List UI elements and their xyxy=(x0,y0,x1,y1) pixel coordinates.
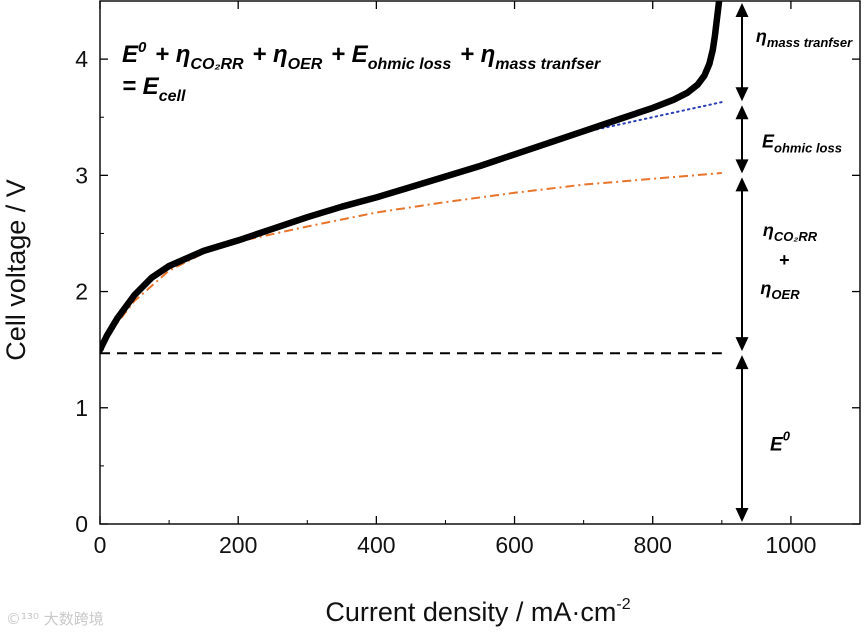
x-tick-label: 800 xyxy=(634,532,672,558)
equation-subscript: OER xyxy=(288,56,323,73)
arrow-head xyxy=(735,177,749,192)
arrow-head xyxy=(735,3,749,17)
arrow-head xyxy=(735,87,749,102)
equation-subscript: mass tranfser xyxy=(495,56,601,73)
equation-term: + η xyxy=(246,41,288,68)
x-tick-label: 200 xyxy=(219,532,257,558)
annotation-plus: + xyxy=(779,250,790,270)
y-tick-label: 1 xyxy=(75,395,88,421)
x-axis-title-superscript: -2 xyxy=(616,596,630,613)
equation-subscript: CO₂RR xyxy=(190,56,244,73)
arrow-head xyxy=(735,355,749,370)
arrow-head xyxy=(735,105,749,120)
y-tick-label: 3 xyxy=(75,162,88,188)
plot-frame xyxy=(99,0,861,525)
annotation-label: ηOER xyxy=(760,278,800,302)
annotation-arrows: ηmass tranfser Eohmic loss ηCO₂RR + ηOER E0 xyxy=(735,3,853,522)
watermark: ©¹³⁰ 大数跨境 xyxy=(6,610,104,628)
x-tick-label: 400 xyxy=(357,532,395,558)
series-line-dotted xyxy=(527,101,723,152)
equation-term: E xyxy=(122,41,139,68)
equation-term: + η xyxy=(148,41,190,68)
x-tick-label: 600 xyxy=(495,532,533,558)
arrow-head xyxy=(735,337,749,352)
equation-subscript: cell xyxy=(159,88,186,105)
axis-ticks: 0 200 400 600 800 1000 0 1 2 3 4 xyxy=(75,1,860,558)
arrow-head xyxy=(735,508,749,522)
annotation-label: E0 xyxy=(770,429,791,456)
equation-term: + E xyxy=(324,41,368,68)
annotation-label: Eohmic loss xyxy=(762,131,842,155)
series-layer xyxy=(100,1,723,355)
series-line-solid xyxy=(100,1,723,353)
equation-subscript: ohmic loss xyxy=(368,56,452,73)
series-line-dashdot xyxy=(100,172,722,351)
y-tick-label: 4 xyxy=(75,46,88,72)
arrow-head xyxy=(735,159,749,174)
y-tick-label: 2 xyxy=(75,279,88,305)
equation-superscript: 0 xyxy=(138,39,147,56)
equation-line-2: = Ecell xyxy=(122,73,187,105)
annotation-label: ηmass tranfser xyxy=(756,26,853,50)
x-axis-title: Current density / mA·cm-2 xyxy=(325,596,630,627)
y-axis-title: Cell voltage / V xyxy=(1,179,31,361)
y-tick-label: 0 xyxy=(75,511,88,537)
equation-term: = E xyxy=(122,73,160,100)
annotation-label: ηCO₂RR xyxy=(763,220,818,244)
equation-line-1: E0 + ηCO₂RR + ηOER + Eohmic loss + ηmass… xyxy=(122,39,602,73)
equation-term: + η xyxy=(453,41,495,68)
x-tick-label: 0 xyxy=(94,532,107,558)
x-tick-label: 1000 xyxy=(765,532,816,558)
